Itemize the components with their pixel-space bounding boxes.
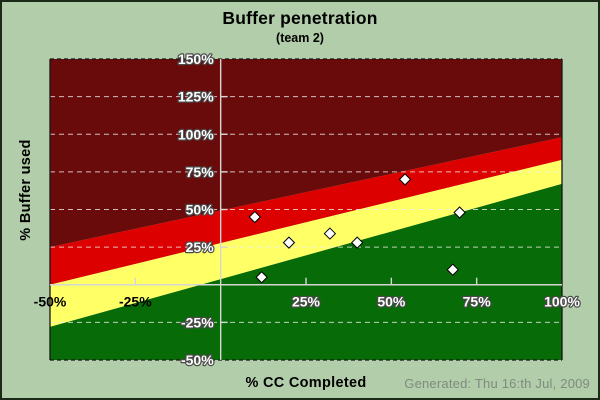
zone-green-safe: [50, 183, 562, 360]
y-tick-label: 125%: [178, 89, 214, 105]
zone-red-act: [50, 137, 562, 285]
data-point: [350, 236, 364, 249]
data-point: [282, 236, 296, 249]
generated-timestamp: Generated: Thu 16:th Jul, 2009: [404, 376, 590, 391]
data-point: [248, 210, 262, 224]
x-tick-label: -50%: [34, 293, 67, 309]
x-tick-label: 100%: [544, 293, 580, 309]
zone-dark-red-critical: [50, 59, 562, 248]
x-tick-label: -25%: [119, 293, 152, 309]
data-point: [446, 263, 459, 276]
y-tick-label: 50%: [186, 202, 215, 218]
y-tick-label: 150%: [178, 51, 214, 67]
y-tick-label: 75%: [186, 164, 215, 180]
y-tick-label: 25%: [186, 239, 215, 255]
chart-title: Buffer penetration: [222, 8, 378, 28]
x-tick-label: 50%: [377, 293, 406, 309]
y-tick-label: -25%: [181, 314, 214, 330]
data-point: [323, 227, 337, 240]
x-tick-label: 75%: [463, 293, 492, 309]
y-tick-label: -50%: [181, 352, 214, 368]
data-point: [255, 271, 268, 284]
data-point: [398, 173, 412, 186]
x-axis-title: % CC Completed: [245, 375, 367, 391]
chart-subtitle: (team 2): [276, 31, 324, 45]
data-point: [453, 206, 466, 219]
y-tick-label: 100%: [178, 126, 214, 142]
x-tick-label: 25%: [292, 293, 321, 309]
